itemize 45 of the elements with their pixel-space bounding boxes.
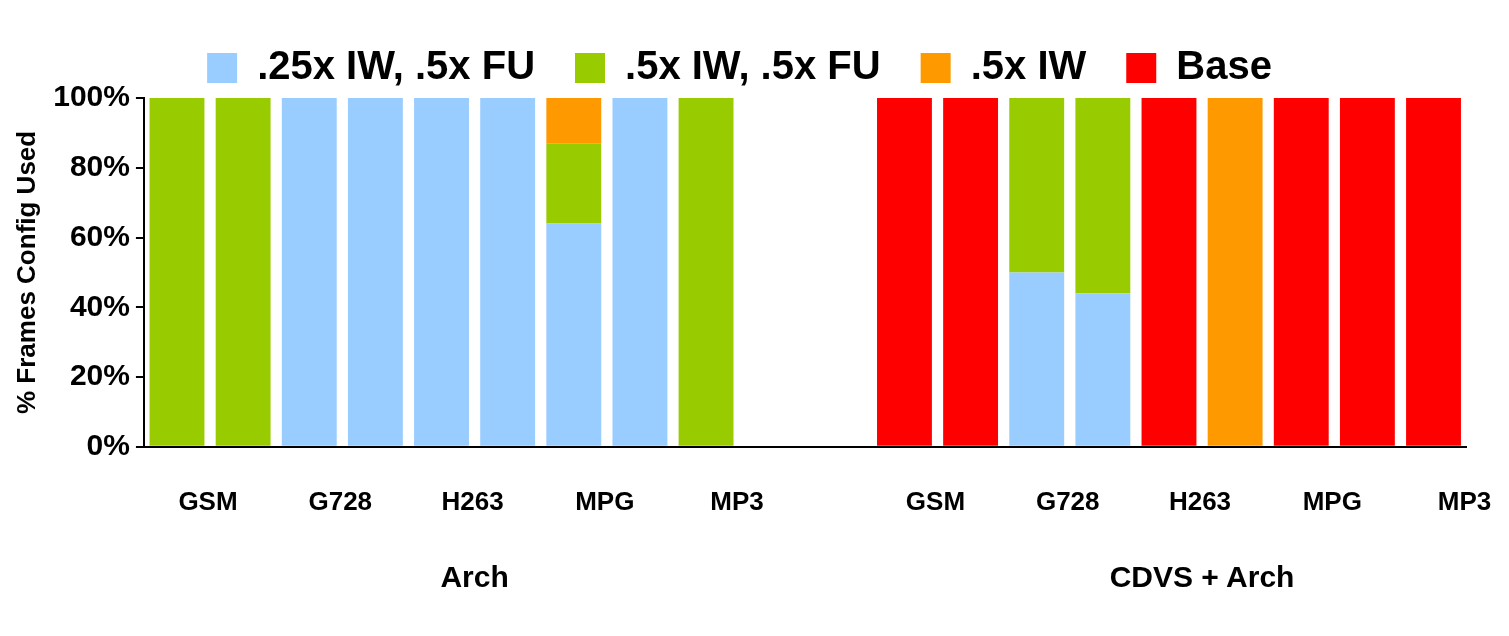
x-tick-label: GSM: [178, 485, 238, 516]
y-tick-label: 80%: [69, 149, 130, 183]
bar: [943, 98, 999, 446]
legend-label: .25x IW, .5x FU: [257, 43, 536, 88]
bar: [546, 143, 602, 224]
bar: [877, 98, 932, 446]
y-tick-label: 40%: [69, 288, 130, 322]
text: CDVS + Arch: [1109, 560, 1295, 594]
legend-label: .5x IW: [970, 43, 1087, 88]
bar: [480, 98, 536, 446]
bar: [149, 98, 205, 446]
bar: [1406, 98, 1461, 446]
bar: [1141, 98, 1197, 446]
y-axis-title: % Frames Config Used: [10, 130, 41, 414]
x-tick-label: MP3: [710, 485, 764, 516]
bar: [347, 98, 403, 446]
x-tick-label: G728: [308, 485, 373, 516]
bar: [612, 98, 668, 446]
bar: [1273, 98, 1329, 446]
x-tick-label: H263: [441, 485, 504, 516]
bar: [1207, 98, 1263, 446]
text: Arch: [440, 560, 509, 594]
x-tick-label: GSM: [905, 485, 966, 516]
bar: [1009, 272, 1065, 446]
y-tick-label: 0%: [86, 428, 130, 462]
y-tick-label: 100%: [53, 79, 130, 113]
x-tick-label: G728: [1035, 485, 1100, 516]
bar: [1075, 98, 1131, 294]
x-tick-label: MP3: [1437, 485, 1492, 516]
x-tick-label: MPG: [575, 485, 635, 516]
y-tick-label: 60%: [69, 218, 130, 252]
bar: [1075, 293, 1131, 446]
y-tick-label: 20%: [69, 358, 130, 392]
bar: [1009, 98, 1065, 273]
bar: [414, 98, 469, 446]
x-tick-label: H263: [1168, 485, 1232, 516]
bar: [546, 223, 602, 446]
legend-label: Base: [1176, 43, 1272, 88]
bar: [546, 98, 602, 144]
bar: [281, 98, 337, 446]
bar: [678, 98, 734, 446]
legend-label: .5x IW, .5x FU: [625, 43, 881, 88]
bar: [215, 98, 271, 446]
x-tick-label: MPG: [1302, 485, 1362, 516]
bar: [1339, 98, 1395, 446]
